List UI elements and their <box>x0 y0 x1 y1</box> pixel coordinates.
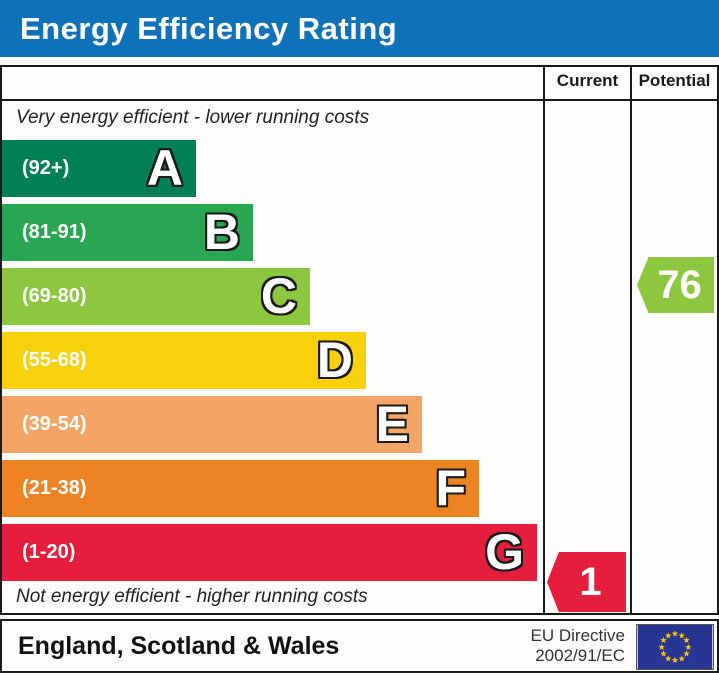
potential-column-header: Potential <box>638 71 711 90</box>
current-rating-arrow: 1 <box>547 552 626 612</box>
eu-directive-line2: 2002/91/EC <box>535 646 625 665</box>
band-c: (69-80) C <box>2 268 310 325</box>
svg-text:★: ★ <box>671 656 679 666</box>
band-g-range-label: (1-20) <box>22 541 76 563</box>
svg-text:★: ★ <box>671 629 679 639</box>
svg-text:★: ★ <box>664 631 672 641</box>
band-f: (21-38) F <box>2 460 479 517</box>
current-column-divider <box>543 65 545 615</box>
band-d-range-label: (55-68) <box>22 349 87 371</box>
eu-directive-line1: EU Directive <box>530 626 625 645</box>
svg-text:★: ★ <box>678 631 686 641</box>
eu-directive-label: EU Directive 2002/91/EC <box>531 626 625 666</box>
svg-text:★: ★ <box>658 643 666 653</box>
title-bar: Energy Efficiency Rating <box>0 0 719 57</box>
band-g: (1-20) G <box>2 524 537 581</box>
footer-region-label: England, Scotland & Wales <box>18 632 340 660</box>
svg-text:★: ★ <box>683 636 691 646</box>
svg-text:★: ★ <box>678 654 686 664</box>
footer-bar: England, Scotland & Wales EU Directive 2… <box>0 619 719 673</box>
band-b: (81-91) B <box>2 204 253 261</box>
page-title: Energy Efficiency Rating <box>20 10 398 46</box>
band-f-range-label: (21-38) <box>22 477 87 499</box>
svg-text:★: ★ <box>660 636 668 646</box>
band-e-letter: E <box>375 396 409 452</box>
svg-text:★: ★ <box>685 643 693 653</box>
eu-flag-icon: ★ ★ ★ ★ ★ ★ ★ ★ ★ ★ ★ ★ <box>636 624 714 670</box>
band-g-letter: G <box>485 524 524 580</box>
svg-text:★: ★ <box>683 650 691 660</box>
very-efficient-note: Very energy efficient - lower running co… <box>16 107 370 128</box>
current-column-header: Current <box>556 71 619 90</box>
svg-text:★: ★ <box>664 654 672 664</box>
band-d-letter: D <box>316 332 353 388</box>
band-e: (39-54) E <box>2 396 422 453</box>
potential-rating-arrow: 76 <box>637 257 714 313</box>
eu-flag-field <box>637 625 713 669</box>
potential-column-divider <box>630 65 632 615</box>
band-c-range-label: (69-80) <box>22 285 87 307</box>
potential-rating-value: 76 <box>657 262 702 307</box>
band-b-range-label: (81-91) <box>22 221 87 243</box>
current-rating-value: 1 <box>579 559 602 604</box>
eu-flag-stars: ★ ★ ★ ★ ★ ★ ★ ★ ★ ★ ★ ★ <box>658 629 693 666</box>
band-e-range-label: (39-54) <box>22 413 87 435</box>
band-b-letter: B <box>203 204 240 260</box>
header-divider-line <box>0 99 719 101</box>
band-a: (92+) A <box>2 140 196 197</box>
svg-text:★: ★ <box>660 650 668 660</box>
not-efficient-note: Not energy efficient - higher running co… <box>16 586 368 607</box>
band-c-letter: C <box>260 268 297 324</box>
band-f-letter: F <box>435 460 466 516</box>
band-a-range-label: (92+) <box>22 157 70 179</box>
band-a-letter: A <box>146 140 183 196</box>
band-d: (55-68) D <box>2 332 366 389</box>
